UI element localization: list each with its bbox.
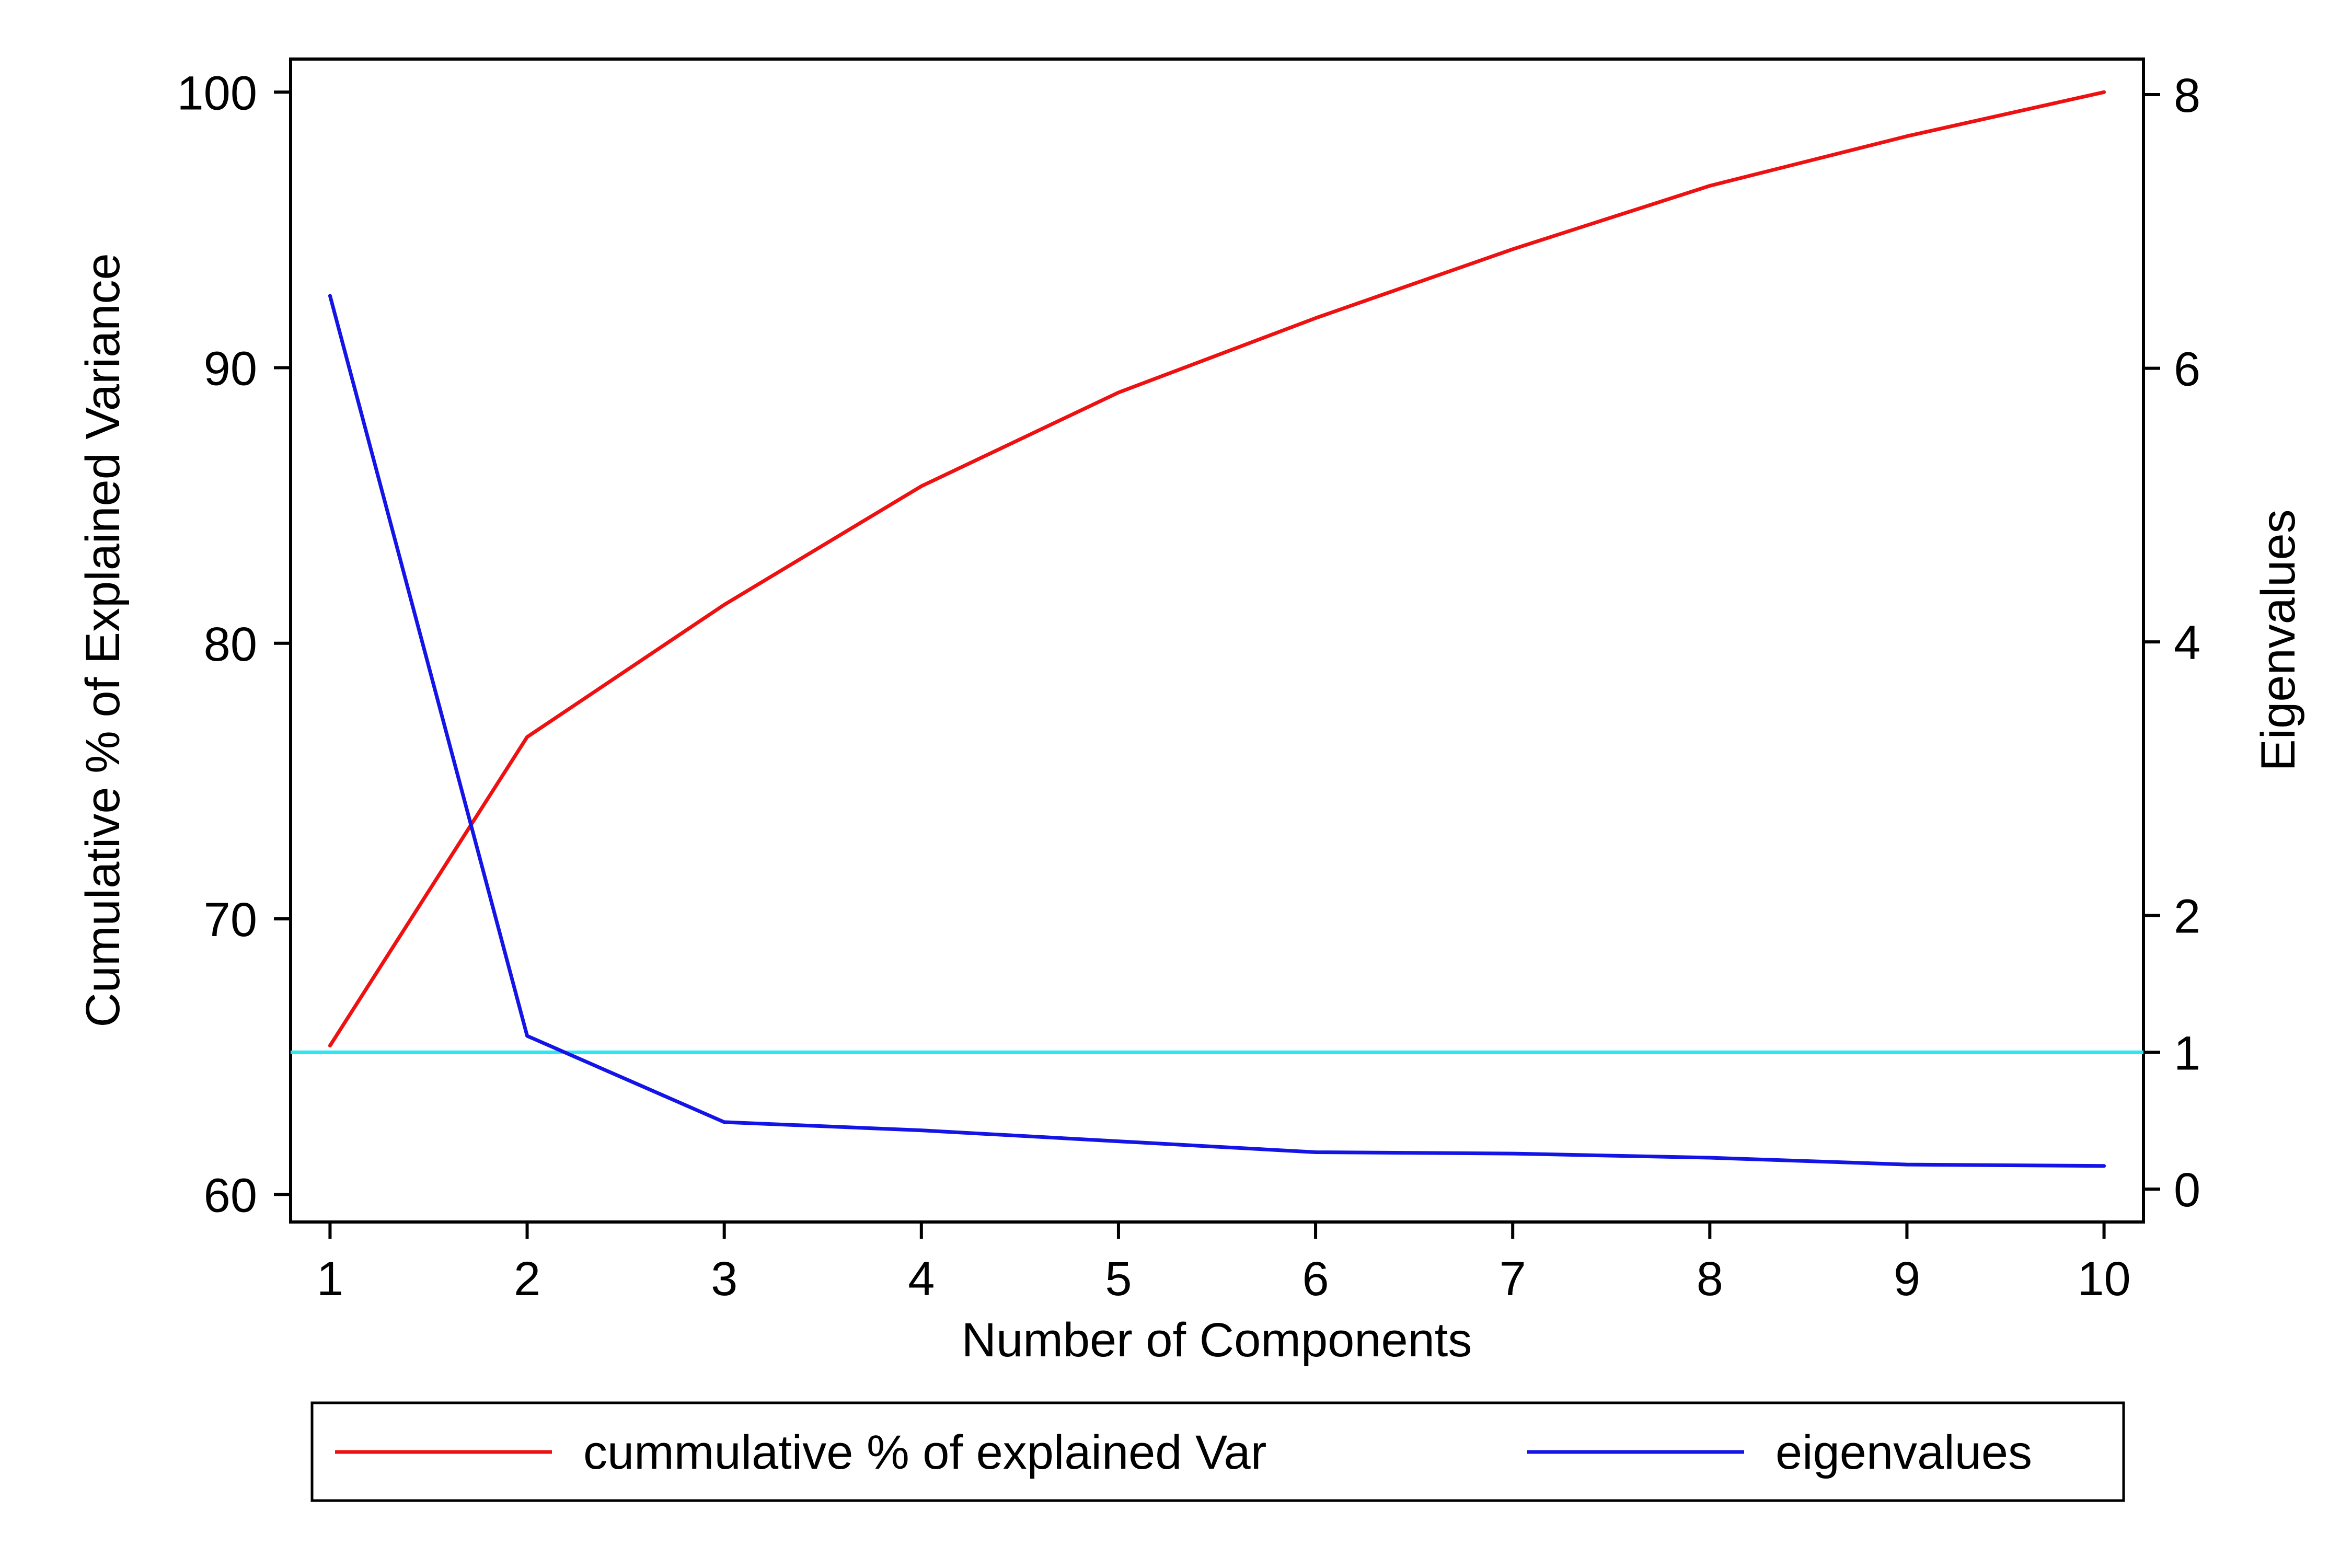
x-tick-label-5: 5 xyxy=(1105,1252,1132,1306)
x-tick-label-2: 2 xyxy=(514,1252,540,1306)
legend-label-eigenvalues: eigenvalues xyxy=(1775,1426,2032,1479)
legend-label-cumulative: cummulative % of explained Var xyxy=(583,1426,1266,1479)
x-tick-label-3: 3 xyxy=(711,1252,737,1306)
axis-layer: 1 2 3 4 5 6 7 8 9 10 60 70 80 90 100 0 2 4 6 8 1 xyxy=(177,66,2201,1306)
x-tick-label-7: 7 xyxy=(1500,1252,1526,1306)
x-tick-label-6: 6 xyxy=(1302,1252,1329,1306)
y-left-tick-label-70: 70 xyxy=(204,893,257,947)
y-left-tick-label-90: 90 xyxy=(204,342,257,396)
y-right-tick-label-6: 6 xyxy=(2174,343,2200,396)
legend: cummulative % of explained Var eigenvalu… xyxy=(310,1401,2125,1502)
x-tick-label-8: 8 xyxy=(1697,1252,1723,1306)
y-axis-title-left: Cumulative % of Explained Variance xyxy=(76,253,130,1027)
x-tick-label-10: 10 xyxy=(2077,1252,2130,1306)
y-left-tick-label-80: 80 xyxy=(204,618,257,671)
y-right-tick-label-1: 1 xyxy=(2174,1027,2200,1080)
series-line-cumulative xyxy=(328,90,2106,1048)
y-axis-title-right: Eigenvalues xyxy=(2252,509,2305,771)
y-left-tick-label-60: 60 xyxy=(204,1169,257,1222)
x-tick-label-1: 1 xyxy=(317,1252,343,1306)
x-axis-title: Number of Components xyxy=(962,1313,1472,1367)
series-layer xyxy=(328,90,2106,1168)
x-tick-label-4: 4 xyxy=(908,1252,935,1306)
y-right-tick-label-8: 8 xyxy=(2174,69,2200,122)
y-right-tick-label-4: 4 xyxy=(2174,616,2200,670)
x-tick-label-9: 9 xyxy=(1894,1252,1920,1306)
y-right-tick-label-0: 0 xyxy=(2174,1163,2200,1217)
plot-frame xyxy=(289,57,2145,1224)
y-left-tick-label-100: 100 xyxy=(177,66,258,120)
legend-frame xyxy=(310,1401,2125,1502)
series-line-eigenvalues xyxy=(328,294,2106,1168)
y-right-tick-label-2: 2 xyxy=(2174,890,2200,943)
